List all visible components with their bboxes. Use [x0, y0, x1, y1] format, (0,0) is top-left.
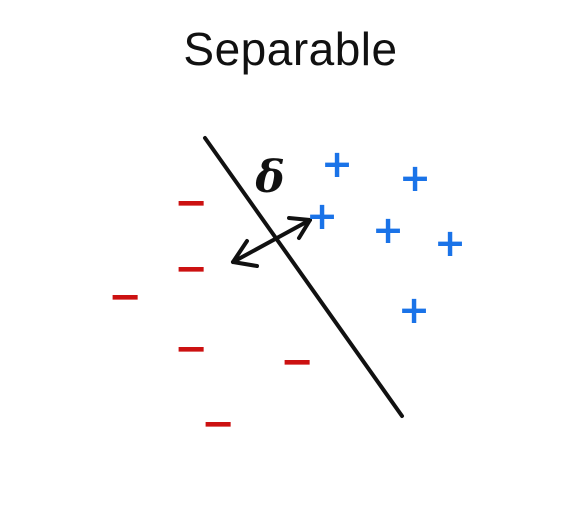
positive-point: + [398, 288, 430, 332]
negative-point: − [201, 401, 235, 447]
negative-point: − [108, 274, 142, 320]
positive-point: + [306, 194, 338, 238]
positive-point: + [434, 221, 466, 265]
negative-point: − [174, 246, 208, 292]
delta-margin-label: δ [255, 152, 285, 203]
diagram-title: Separable [183, 23, 398, 75]
positive-point: + [321, 142, 353, 186]
positive-point: + [372, 208, 404, 252]
positive-point: + [399, 156, 431, 200]
negative-point: − [280, 339, 314, 385]
negative-point: − [174, 180, 208, 226]
margin-arrow [231, 216, 312, 268]
negative-point: − [174, 326, 208, 372]
separating-line [203, 136, 404, 418]
